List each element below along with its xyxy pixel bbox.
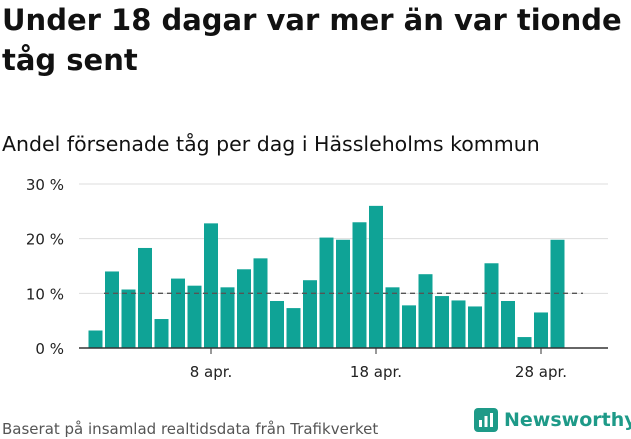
bar	[138, 247, 152, 348]
bar	[270, 300, 284, 348]
source-note: Baserat på insamlad realtidsdata från Tr…	[2, 420, 379, 438]
bar	[468, 306, 482, 348]
bar	[204, 223, 218, 348]
bar	[385, 287, 400, 348]
x-tick-label: 8 apr.	[190, 363, 233, 381]
bar-chart-logo-icon	[474, 408, 498, 432]
y-tick-label: 0 %	[35, 340, 64, 358]
bar	[418, 274, 433, 348]
bar	[171, 278, 185, 348]
bar	[220, 287, 235, 348]
y-tick-label: 20 %	[26, 231, 64, 249]
bar	[352, 222, 367, 348]
bar	[286, 308, 301, 348]
y-tick-label: 10 %	[26, 285, 64, 303]
chart-subtitle: Andel försenade tåg per dag i Hässleholm…	[2, 132, 540, 156]
bar	[88, 330, 103, 348]
bar	[187, 285, 202, 348]
bar	[402, 305, 416, 348]
bar-chart: 0 % 10 % 20 % 30 % 8 apr. 18 apr. 28 apr.	[26, 176, 608, 381]
bar	[484, 263, 499, 348]
bar	[303, 280, 317, 348]
brand-logo: Newsworthy	[474, 408, 631, 432]
brand-name: Newsworthy	[504, 409, 631, 431]
bar	[237, 269, 251, 348]
x-tick-label: 28 apr.	[515, 363, 567, 381]
x-tick-label: 18 apr.	[350, 363, 402, 381]
bar	[253, 258, 268, 348]
chart-headline: Under 18 dagar var mer än var tionde tåg…	[2, 3, 622, 77]
bar	[121, 289, 136, 348]
bar	[517, 337, 532, 348]
y-tick-label: 30 %	[26, 176, 64, 194]
bar	[154, 319, 169, 348]
bar	[534, 312, 548, 348]
bar	[451, 300, 466, 348]
bar	[319, 237, 334, 348]
bar	[435, 296, 449, 348]
bar	[105, 271, 119, 348]
bar	[501, 300, 515, 348]
bar	[369, 205, 383, 348]
